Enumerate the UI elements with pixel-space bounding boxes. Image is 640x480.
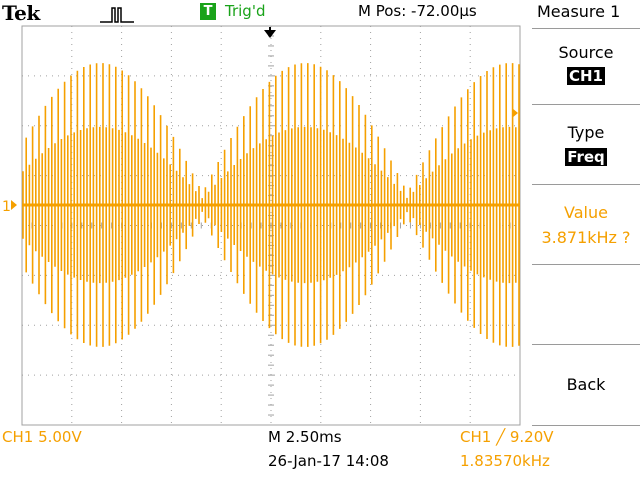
menu-separator	[532, 344, 640, 345]
menu-type-label[interactable]: Type	[567, 123, 605, 142]
brand-logo: Tek	[2, 1, 40, 25]
trigger-level-marker	[512, 108, 518, 118]
menu-title: Measure 1	[537, 2, 621, 21]
menu-source-label[interactable]: Source	[558, 43, 614, 62]
menu-type-value[interactable]: Freq	[532, 147, 640, 166]
type-value-text: Freq	[565, 148, 607, 166]
menu-value-label: Value	[564, 203, 608, 222]
channel-ground-arrow	[11, 200, 17, 210]
measurement-value: 3.871kHz ?	[541, 228, 631, 247]
channel-ground-marker: 1	[2, 199, 11, 215]
menu-separator	[532, 28, 640, 29]
display-markers: 1	[2, 27, 518, 215]
menu-separator	[532, 425, 640, 426]
channel1-trace	[22, 63, 520, 347]
trigger-setting-readout: CH1 ╱ 9.20V	[460, 428, 554, 446]
datetime-readout: 26-Jan-17 14:08	[268, 452, 389, 470]
pulse-run-icon	[100, 7, 134, 23]
timebase-readout: M 2.50ms	[268, 428, 342, 446]
menu-separator	[532, 104, 640, 105]
channel-scale-readout: CH1 5.00V	[2, 428, 82, 446]
horizontal-position: M Pos: -72.00µs	[358, 2, 477, 20]
menu-separator	[532, 264, 640, 265]
trigger-position-marker	[264, 30, 276, 38]
trigger-badge: T	[200, 3, 216, 20]
menu-separator	[532, 184, 640, 185]
source-value-text: CH1	[567, 67, 605, 85]
menu-source-value[interactable]: CH1	[532, 66, 640, 85]
trigger-status: Trig'd	[225, 2, 266, 20]
back-button[interactable]: Back	[566, 375, 606, 394]
trigger-frequency-readout: 1.83570kHz	[460, 452, 550, 470]
